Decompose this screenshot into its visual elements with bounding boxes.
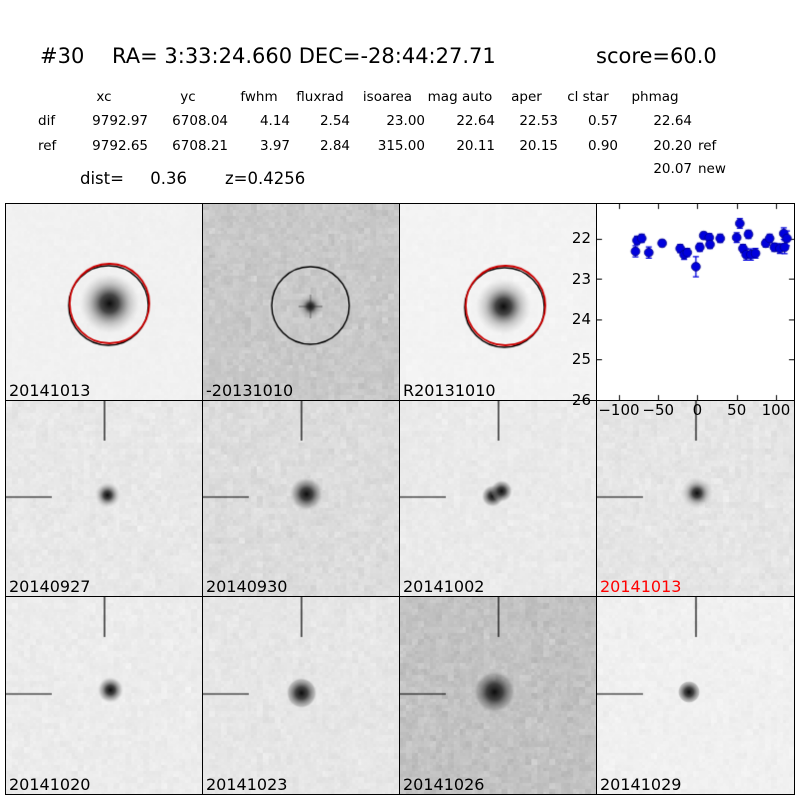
dist-label: dist=: [80, 169, 124, 188]
table-row-phmag-new: 20.07 new: [0, 161, 738, 177]
cutout-label: 20141023: [206, 775, 288, 794]
candidate-id: #30: [40, 44, 85, 68]
cutout-image: [400, 400, 596, 597]
x-tick-label: 50: [727, 400, 747, 419]
x-tick-label: 0: [692, 400, 703, 419]
cutout-label: 20140930: [206, 577, 288, 597]
cutout-label: 20141013: [9, 380, 91, 400]
cutout-panel-20140927: 20140927: [6, 400, 203, 598]
cutout-image: [597, 597, 794, 794]
y-tick-label: 22: [571, 229, 591, 248]
cutout-panel-new-20141013: 20141013: [6, 204, 203, 401]
col-xc: xc: [96, 89, 112, 105]
cutout-label: 20141026: [403, 775, 485, 794]
col-isoarea: isoarea: [362, 89, 413, 105]
col-yc: yc: [180, 89, 196, 105]
cutout-panel-20141026: 20141026: [400, 597, 597, 794]
x-tick-label: −100: [598, 400, 640, 419]
cutout-image: [400, 204, 596, 400]
cutout-image: [6, 597, 202, 794]
candidate-score: score=60.0: [596, 44, 717, 68]
cutout-label: -20131010: [206, 380, 294, 400]
cutout-label: R20131010: [403, 380, 496, 400]
phmag-new-value: 20.07: [653, 161, 692, 177]
cutout-panel-20141013-alert: 20141013: [597, 400, 794, 598]
y-tick-label: 26: [571, 390, 591, 409]
cutout-label: 20140927: [9, 577, 91, 597]
candidate-coordinates: RA= 3:33:24.660 DEC=-28:44:27.71: [112, 44, 496, 68]
cutout-panel-20141020: 20141020: [6, 597, 203, 794]
col-fluxrad: fluxrad: [296, 89, 344, 105]
table-row-ref: ref 9792.65 6708.21 3.97 2.84 315.00 20.…: [38, 138, 717, 154]
col-cl-star: cl star: [567, 89, 609, 105]
table-row-dif: dif 9792.97 6708.04 4.14 2.54 23.00 22.6…: [38, 113, 692, 129]
y-tick-label: 23: [571, 269, 591, 288]
cutout-image: [6, 204, 202, 400]
phmag-new-suffix: new: [698, 161, 726, 177]
y-tick-label: 24: [571, 309, 591, 328]
cutout-image: [400, 597, 596, 794]
cutout-label: 20141013: [600, 577, 682, 597]
redshift-value: z=0.4256: [225, 169, 306, 188]
x-tick-label: 100: [761, 400, 791, 419]
cutout-panel-diff-20131010: -20131010: [203, 204, 400, 401]
cutout-panel-20141029: 20141029: [597, 597, 794, 794]
col-fwhm: fwhm: [240, 89, 278, 105]
cutout-panel-ref-20131010: R20131010: [400, 204, 597, 401]
cutout-grid: 20141013 -20131010 R20131010 20140927 20…: [5, 203, 795, 795]
lightcurve-plot: [597, 204, 794, 400]
y-tick-label: 25: [571, 350, 591, 369]
lightcurve-panel: [597, 204, 794, 401]
photometry-header-row: xc yc fwhm fluxrad isoarea mag auto aper…: [0, 89, 738, 105]
cutout-panel-20141002: 20141002: [400, 400, 597, 598]
dist-value: 0.36: [150, 169, 187, 188]
col-phmag: phmag: [631, 89, 679, 105]
cutout-image: [597, 400, 794, 597]
cutout-label: 20141029: [600, 775, 682, 794]
col-aper: aper: [511, 89, 542, 105]
x-tick-label: −50: [642, 400, 675, 419]
col-mag-auto: mag auto: [427, 89, 493, 105]
cutout-image: [203, 400, 399, 597]
cutout-label: 20141020: [9, 775, 91, 794]
cutout-label: 20141002: [403, 577, 485, 597]
cutout-image: [6, 400, 202, 597]
cutout-image: [203, 204, 399, 400]
cutout-panel-20141023: 20141023: [203, 597, 400, 794]
cutout-image: [203, 597, 399, 794]
cutout-panel-20140930: 20140930: [203, 400, 400, 598]
